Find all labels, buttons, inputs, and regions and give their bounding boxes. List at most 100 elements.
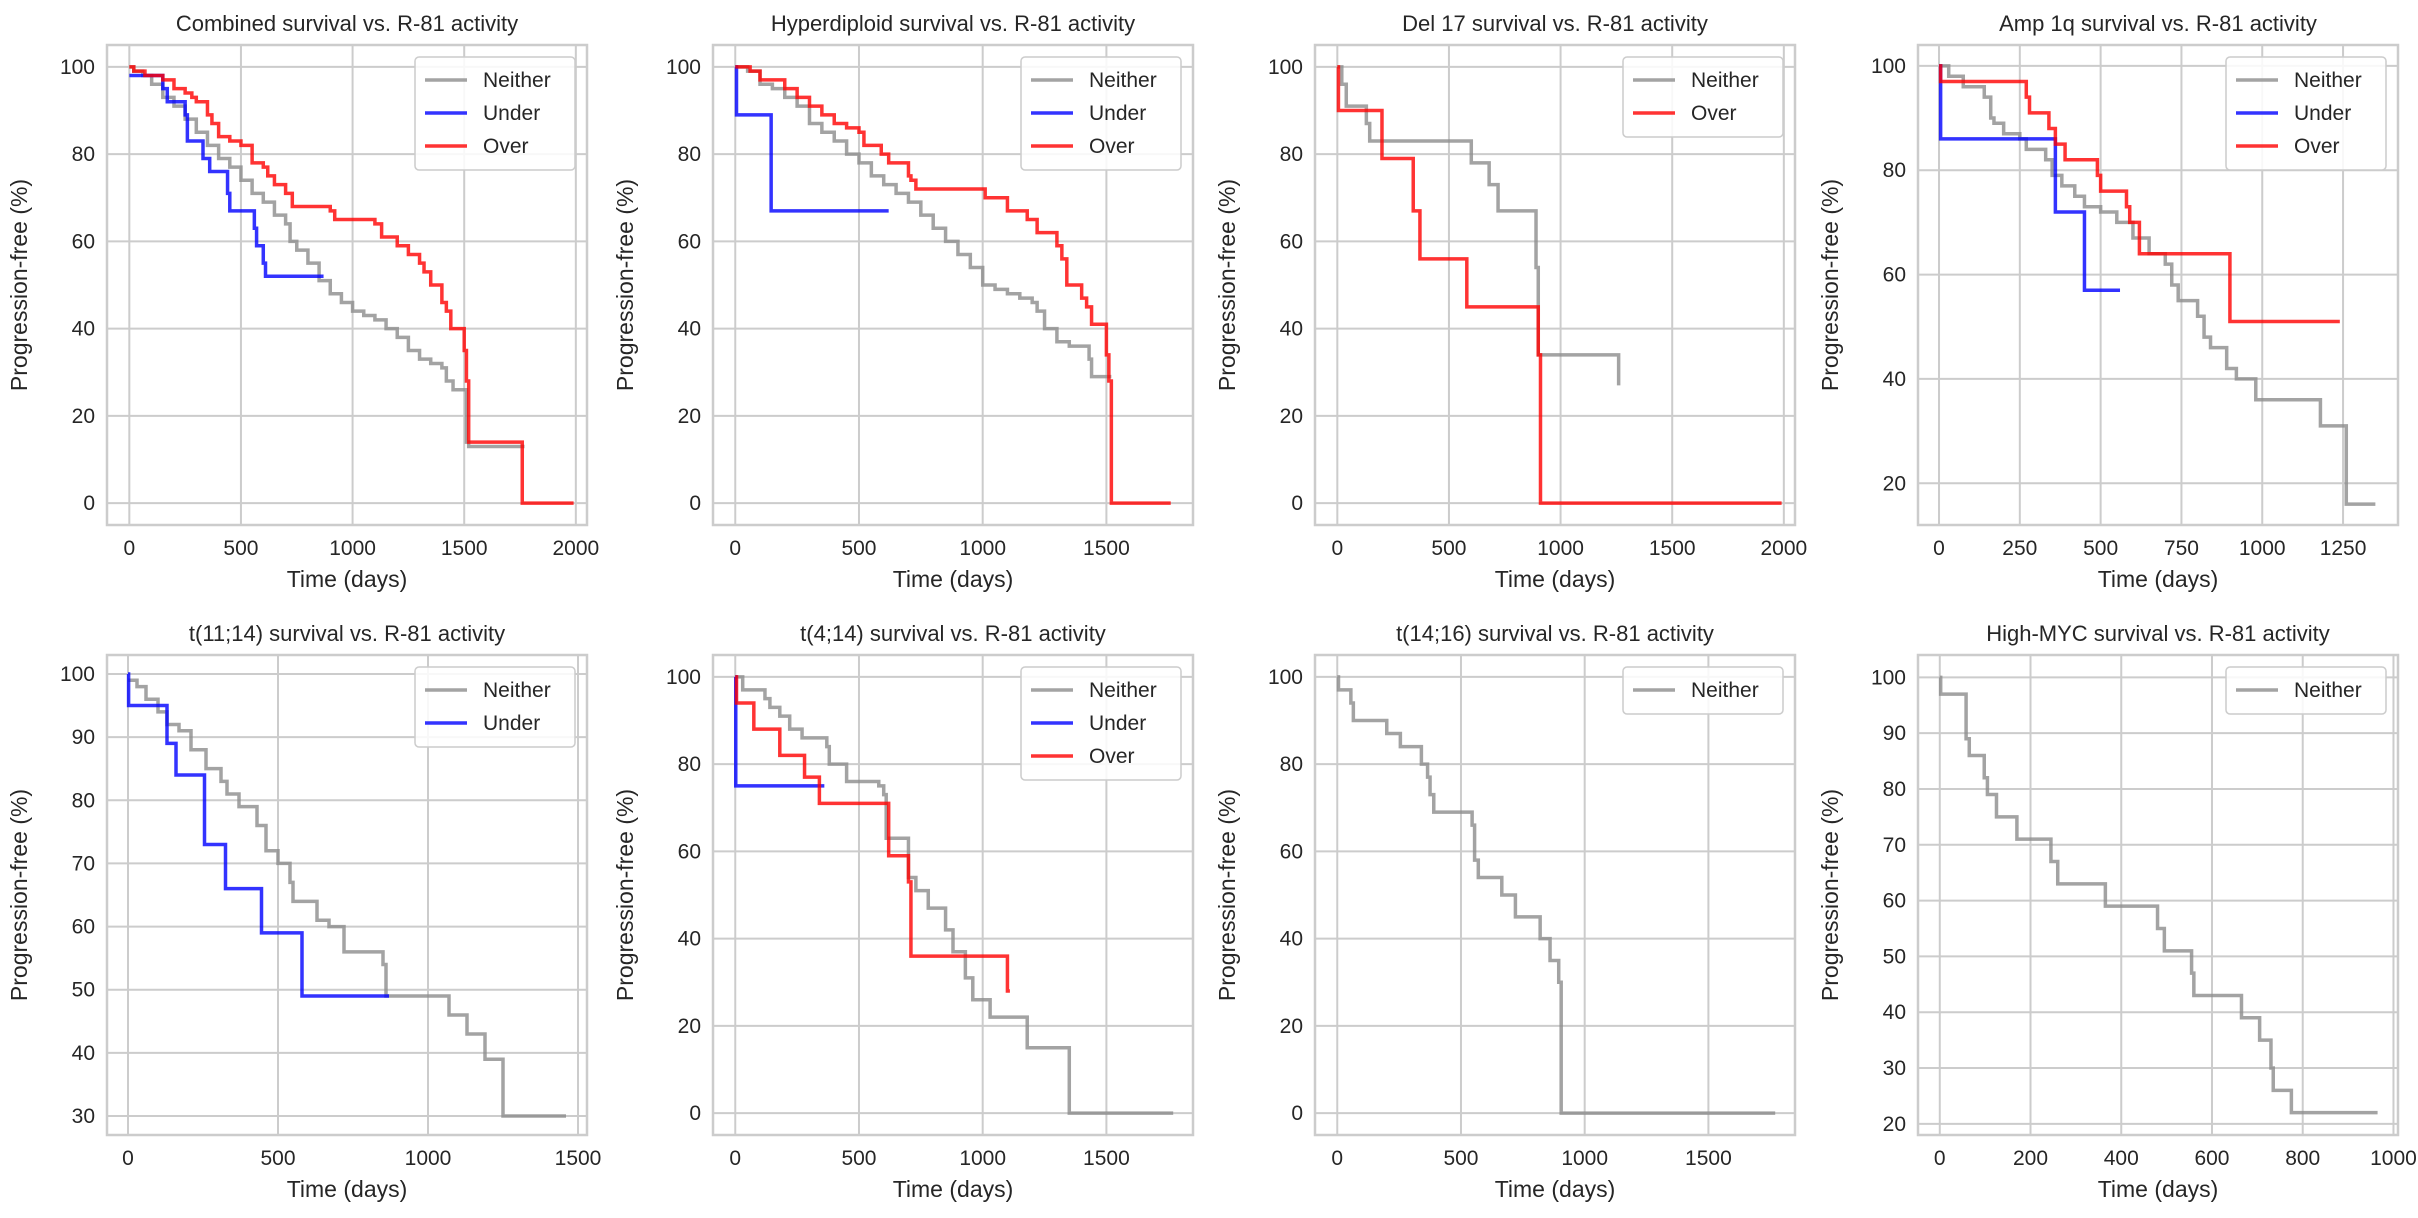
y-tick-label: 0 [689,1102,701,1125]
series-neither-curve [128,678,566,1118]
y-tick-label: 70 [72,852,95,875]
y-tick-label: 100 [60,56,95,79]
x-tick-label: 1500 [441,537,488,560]
y-tick-label: 30 [72,1105,95,1128]
legend: Neither Under Over [1020,56,1182,171]
y-axis-label: Progression-free (%) [6,789,32,1001]
legend-box [1622,666,1784,715]
panel-title: Combined survival vs. R-81 activity [176,11,518,36]
plot-frame [1313,653,1797,1137]
legend-label: Under [483,712,540,735]
y-tick-label: 100 [666,56,701,79]
y-tick-label: 40 [678,928,701,951]
series-over-curve [734,675,1010,993]
y-tick-label: 20 [1883,472,1906,495]
legend-label: Neither [1089,679,1157,702]
y-tick-label: 90 [1883,722,1906,745]
x-tick-label: 0 [1331,537,1343,560]
plot-frame [711,43,1195,527]
x-tick-label: 200 [2013,1147,2048,1170]
legend: Neither Over [1622,56,1784,138]
x-tick-label: 1500 [1083,537,1130,560]
panel-title: t(4;14) survival vs. R-81 activity [800,621,1106,646]
y-tick-label: 80 [72,143,95,166]
y-tick-label: 100 [1871,666,1906,689]
y-tick-label: 40 [678,318,701,341]
y-tick-label: 80 [1280,143,1303,166]
legend: Neither [2225,666,2387,715]
series-over-curve [129,65,574,505]
y-tick-label: 80 [678,753,701,776]
y-tick-label: 20 [678,405,701,428]
x-tick-label: 500 [1431,537,1466,560]
panel-2: 0 500 1000 1500 0 20 40 60 80 100 Hyperdiploid sur… [612,11,1195,592]
legend-box [2225,56,2387,171]
x-tick-label: 500 [841,1147,876,1170]
x-tick-label: 1000 [405,1147,452,1170]
x-tick-label: 1500 [1685,1147,1732,1170]
series-neither-curve [1939,64,2376,506]
legend-label: Neither [1089,69,1157,92]
panel-3: 0 500 1000 1500 2000 0 20 40 60 80 100 Del 17 survi… [1214,11,1807,592]
y-tick-label: 60 [1280,230,1303,253]
legend-label: Under [1089,102,1146,125]
y-tick-label: 60 [72,916,95,939]
y-tick-label: 60 [1883,890,1906,913]
y-tick-label: 20 [1280,1015,1303,1038]
legend-label: Over [483,135,529,158]
legend-label: Over [1089,135,1135,158]
x-tick-label: 750 [2164,537,2199,560]
y-tick-label: 100 [666,666,701,689]
series-over-curve [1336,65,1782,505]
x-axis-label: Time (days) [287,1176,408,1202]
plot-frame [711,653,1195,1137]
y-tick-label: 80 [72,789,95,812]
panel-title: High-MYC survival vs. R-81 activity [1986,621,2330,646]
x-axis-label: Time (days) [2098,1176,2219,1202]
x-tick-label: 0 [1331,1147,1343,1170]
x-tick-label: 600 [2194,1147,2229,1170]
x-tick-label: 500 [260,1147,295,1170]
y-tick-label: 20 [678,1015,701,1038]
x-axis-label: Time (days) [893,1176,1014,1202]
y-tick-label: 0 [1291,492,1303,515]
x-tick-label: 2000 [552,537,599,560]
y-tick-label: 40 [1883,1001,1906,1024]
plot-frame [1916,653,2400,1137]
series-under-curve [1938,64,2121,292]
x-tick-label: 0 [1933,537,1945,560]
x-tick-label: 0 [1934,1147,1946,1170]
y-tick-label: 20 [72,405,95,428]
plot-frame [1313,43,1797,527]
legend-label: Under [483,102,540,125]
y-axis-label: Progression-free (%) [612,179,638,391]
panel-title: t(14;16) survival vs. R-81 activity [1396,621,1714,646]
series-under-curve [129,73,324,279]
panel-5: 0 500 1000 1500 30 40 50 60 70 80 90 100 t(11;14) su… [6,621,601,1202]
panel-4: 0 250 500 750 1000 1250 20 40 60 80 100 Amp 1q surv… [1817,11,2400,592]
y-tick-label: 80 [1883,159,1906,182]
legend-label: Neither [483,679,551,702]
x-tick-label: 2000 [1760,537,1807,560]
series-neither-curve [735,675,1174,1115]
plot-frame [105,653,589,1137]
series-under-curve [126,672,389,998]
y-tick-label: 0 [83,492,95,515]
legend-box [2225,666,2387,715]
y-axis-label: Progression-free (%) [6,179,32,391]
y-tick-label: 80 [678,143,701,166]
y-tick-label: 40 [1883,368,1906,391]
legend-label: Neither [1691,69,1759,92]
y-tick-label: 40 [72,1042,95,1065]
x-tick-label: 500 [841,537,876,560]
y-tick-label: 60 [678,230,701,253]
series-neither-curve [1938,675,2378,1115]
y-tick-label: 60 [72,230,95,253]
panel-title: Amp 1q survival vs. R-81 activity [1999,11,2317,36]
y-tick-label: 60 [678,840,701,863]
series-neither-curve [1337,65,1621,386]
legend-box [414,56,576,171]
y-tick-label: 80 [1280,753,1303,776]
x-axis-label: Time (days) [893,566,1014,592]
legend: Neither Under Over [1020,666,1182,781]
